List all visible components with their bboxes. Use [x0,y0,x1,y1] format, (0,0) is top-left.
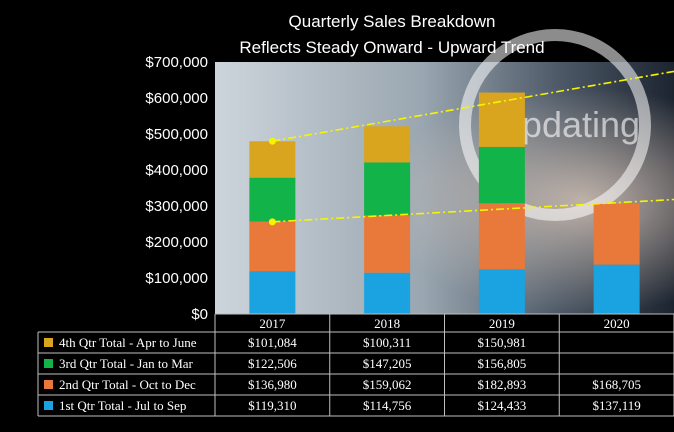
legend-swatch [44,380,53,389]
x-category-label: 2020 [604,316,630,331]
trendline [272,198,674,223]
data-table: 2017 2018 2019 2020 4th Qtr Total - Apr to J… [37,313,674,417]
y-axis: $0 $100,000 $200,000 $300,000 $400,000 $500,0… [145,54,208,323]
bar-segment [364,272,411,314]
bar-segment [478,203,525,270]
legend-swatch [44,401,53,410]
x-category-label: 2018 [374,316,400,331]
x-category-label: 2019 [489,316,515,331]
bar-segment [593,203,640,265]
trendline-start-point [268,218,276,226]
bar-segment [249,221,296,272]
data-value: $136,980 [248,377,297,392]
data-value: $182,893 [478,377,527,392]
chart-title: Quarterly Sales Breakdown [289,12,496,31]
legend-label: 2nd Qtr Total - Oct to Dec [59,377,196,392]
data-value: $159,062 [363,377,412,392]
data-value: $119,310 [248,398,296,413]
trendline-start-point [268,137,276,145]
trendline [272,70,674,142]
bar-segment [478,269,525,314]
y-tick-label: $500,000 [145,126,208,143]
legend-label: 3rd Qtr Total - Jan to Mar [59,356,194,371]
y-tick-label: $300,000 [145,198,208,215]
bar-segment [249,141,296,178]
y-tick-label: $400,000 [145,162,208,179]
trendlines [268,70,674,226]
data-value: $124,433 [478,398,527,413]
bar-segment [364,126,411,163]
bars [249,92,640,314]
bar-segment [249,271,296,314]
y-tick-label: $200,000 [145,234,208,251]
data-value: $168,705 [592,377,641,392]
legend-label: 4th Qtr Total - Apr to June [59,335,197,350]
y-tick-label: $600,000 [145,90,208,107]
legend-swatch [44,338,53,347]
bar-segment [364,162,411,216]
y-tick-label: $0 [191,306,208,323]
bar-segment [478,146,525,204]
bar-segment [478,92,525,147]
bar-segment [364,215,411,273]
x-category-label: 2017 [259,316,286,331]
data-value: $101,084 [248,335,297,350]
data-value: $137,119 [592,398,640,413]
y-tick-label: $700,000 [145,54,208,71]
data-value: $122,506 [248,356,297,371]
data-value: $100,311 [363,335,411,350]
bar-segment [593,264,640,314]
data-value: $114,756 [363,398,412,413]
data-value: $150,981 [478,335,527,350]
legend-label: 1st Qtr Total - Jul to Sep [59,398,186,413]
chart-subtitle: Reflects Steady Onward - Upward Trend [239,38,544,57]
legend-swatch [44,359,53,368]
y-tick-label: $100,000 [145,270,208,287]
data-value: $156,805 [478,356,527,371]
data-value: $147,205 [363,356,412,371]
bar-segment [249,177,296,222]
updating-ring [459,29,651,221]
